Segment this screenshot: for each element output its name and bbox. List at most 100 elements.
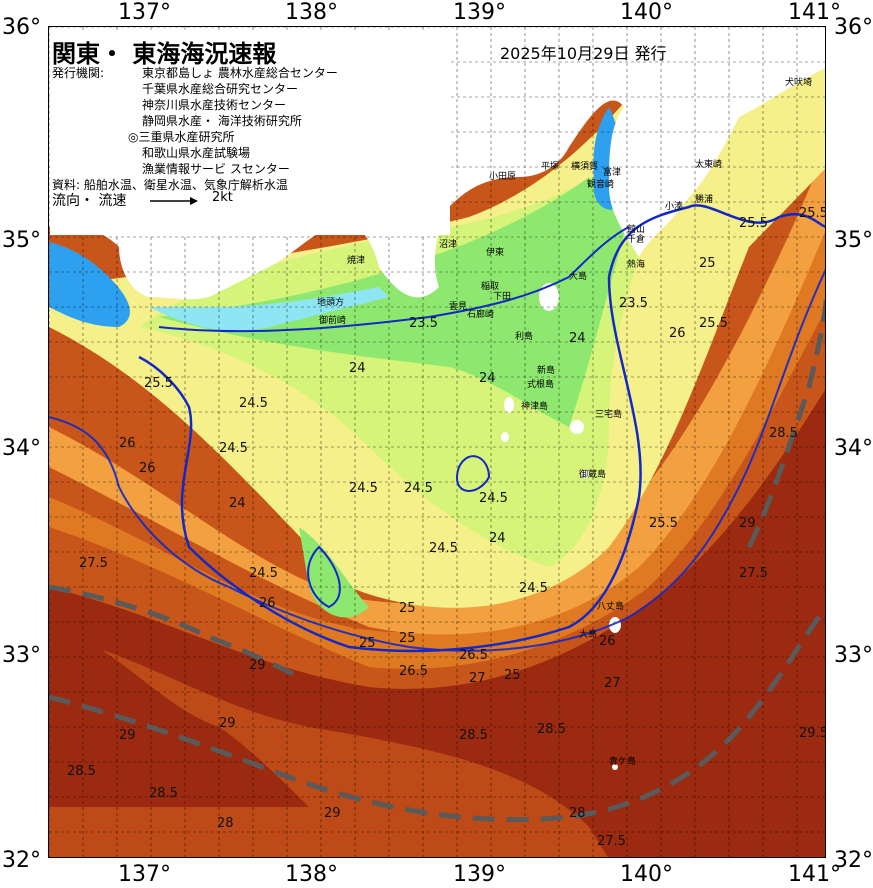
isotherm-label: 28 (569, 806, 586, 821)
lon-top-138: 138° (285, 0, 338, 25)
issuer-2: 千葉県水産総合研究センター (142, 82, 299, 96)
issuer-4: 静岡県水産・ 海洋技術研究所 (142, 114, 302, 128)
lat-left-32: 32° (2, 848, 41, 873)
lat-left-33: 33° (2, 643, 41, 668)
isotherm-label: 28.5 (67, 764, 96, 779)
isotherm-label: 25.5 (144, 376, 173, 391)
isotherm-label: 29 (119, 728, 136, 743)
island-aogashima (612, 764, 618, 770)
isotherm-label: 26 (599, 634, 616, 649)
isotherm-25 (138, 204, 825, 653)
issuer-1: 東京都島しょ 農林水産総合センター (142, 66, 338, 80)
isotherm-label: 29 (219, 716, 236, 731)
isotherm-label: 23.5 (619, 296, 648, 311)
isotherm-label: 24 (479, 371, 496, 386)
isotherm-label: 29 (324, 806, 341, 821)
isotherm-label: 25.5 (649, 516, 678, 531)
lon-top-137: 137° (118, 0, 171, 25)
lat-right-36: 36° (834, 15, 873, 40)
info-panel (50, 30, 450, 235)
temp-zone-24 (159, 177, 629, 427)
place-name: 勝浦 (695, 193, 713, 205)
place-name: 神津島 (521, 400, 548, 412)
isotherm-label: 26 (259, 596, 276, 611)
place-name: 焼津 (347, 255, 365, 266)
place-name: 地頭方 (317, 296, 344, 308)
lat-right-34: 34° (834, 436, 873, 461)
temp-zone-23-5 (149, 287, 389, 331)
isotherm-label: 25.5 (739, 216, 768, 231)
place-name: 太東崎 (695, 158, 722, 170)
isotherm-24-5 (307, 455, 491, 609)
island-kozushima (501, 432, 509, 442)
isotherm-label: 24.5 (519, 581, 548, 596)
flow-arrow-icon (150, 197, 198, 205)
place-name: 下田 (493, 291, 511, 302)
lon-bottom-141: 141° (788, 862, 841, 887)
isotherm-26 (49, 268, 825, 652)
place-name: 小田原 (489, 171, 516, 182)
kuroshio-axis-north (49, 286, 825, 680)
isotherm-label: 25 (399, 601, 416, 616)
isotherm-label: 26 (669, 326, 686, 341)
place-name: 千倉 (627, 233, 645, 245)
isotherm-label: 28.5 (537, 722, 566, 737)
place-name: 犬吠埼 (785, 76, 812, 88)
island-hachijo (609, 617, 621, 633)
lon-top-139: 139° (453, 0, 506, 25)
isotherm-label: 27 (469, 671, 486, 686)
isotherm-label: 26.5 (399, 664, 428, 679)
isotherm-label: 29 (249, 658, 266, 673)
place-name: 大島 (569, 270, 587, 282)
isotherm-label: 27.5 (79, 556, 108, 571)
place-name: 沼津 (439, 239, 457, 250)
place-name: 館山 (627, 223, 645, 235)
isotherm-label: 24 (349, 361, 366, 376)
lon-bottom-139: 139° (453, 862, 506, 887)
place-name: 富津 (603, 166, 621, 178)
isotherm-24 (158, 226, 630, 333)
isotherm-label: 25 (399, 631, 416, 646)
isotherm-label: 27.5 (597, 834, 626, 849)
lat-right-35: 35° (834, 228, 873, 253)
place-name: 式根島 (527, 378, 554, 390)
lon-bottom-138: 138° (285, 862, 338, 887)
lon-bottom-137: 137° (118, 862, 171, 887)
lat-right-33: 33° (834, 643, 873, 668)
lon-top-140: 140° (620, 0, 673, 25)
lat-right-32: 32° (834, 848, 873, 873)
isotherm-label: 25 (359, 636, 376, 651)
isotherm-label: 28 (217, 816, 234, 831)
flow-scale: 2kt (212, 190, 233, 205)
isotherm-label: 27 (604, 676, 621, 691)
place-name: 熱海 (627, 258, 645, 270)
place-name: 伊東 (486, 246, 504, 258)
place-name: 御前崎 (319, 314, 346, 326)
data-source: 資料: 船舶水温、衛星水温、気象庁解析水温 (52, 178, 288, 192)
lon-bottom-140: 140° (620, 862, 673, 887)
place-name: 稲取 (481, 280, 499, 292)
grid (49, 27, 825, 857)
isotherm-label: 25.5 (699, 316, 728, 331)
isotherm-label: 27.5 (739, 566, 768, 581)
issuer-6: 和歌山県水産試験場 (142, 146, 251, 160)
isotherm-label: 24.5 (404, 481, 433, 496)
issuer-7: 漁業情報サービ スセンター (142, 162, 290, 176)
lat-left-36: 36° (2, 15, 41, 40)
isotherm-label: 23.5 (409, 316, 438, 331)
isotherm-label: 24.5 (349, 481, 378, 496)
map-title: 関東・ 東海海況速報 (52, 40, 277, 68)
isotherm-label: 24.5 (429, 541, 458, 556)
isotherm-label: 26 (119, 436, 136, 451)
island-mikura (581, 470, 589, 478)
place-name: 利島 (515, 330, 533, 342)
isotherm-label: 24.5 (249, 566, 278, 581)
place-name: 平塚 (541, 161, 559, 172)
isotherm-label: 25 (699, 256, 716, 271)
isotherm-label: 24.5 (479, 491, 508, 506)
place-name: 八丈島 (597, 600, 624, 612)
place-name: 大島 (579, 628, 597, 640)
place-name: 小湊 (665, 200, 683, 212)
place-name: 新島 (537, 364, 555, 376)
isotherm-label: 29 (739, 516, 756, 531)
